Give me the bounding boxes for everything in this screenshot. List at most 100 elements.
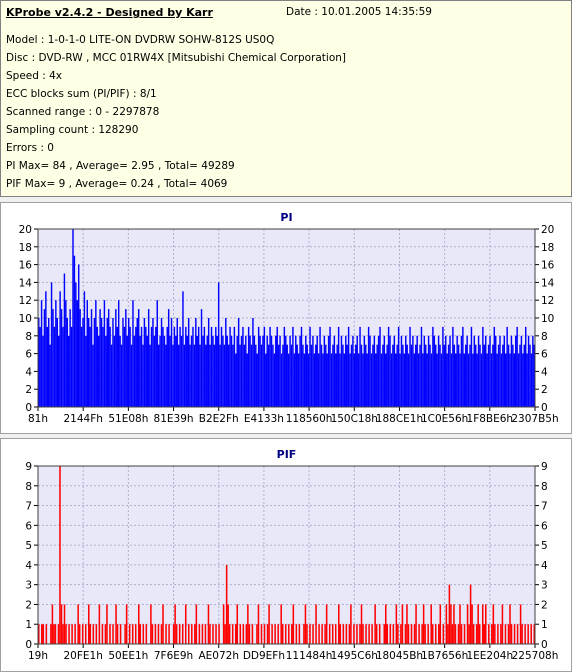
pi-bar: [153, 335, 156, 407]
pif-bar: [65, 624, 67, 644]
pif-bar: [431, 624, 434, 644]
pi-bar: [106, 318, 108, 407]
pif-bar: [519, 604, 522, 644]
pi-bar: [469, 344, 471, 407]
pi-bar: [397, 326, 400, 407]
pif-bar: [521, 624, 523, 644]
pi-bar: [126, 335, 128, 407]
pi-bar: [176, 318, 178, 407]
pi-ytick-label-left: 8: [25, 331, 32, 343]
pif-ytick-label-right: 6: [541, 520, 548, 532]
pi-bar: [480, 353, 483, 407]
pif-bar: [507, 624, 510, 644]
pi-bar: [457, 344, 460, 407]
pi-bar: [247, 326, 250, 407]
pi-bar: [330, 353, 333, 407]
pif-bar: [188, 624, 190, 644]
pif-bar: [191, 624, 193, 644]
pif-bar: [227, 604, 229, 644]
pi-bar: [240, 335, 243, 407]
pif-bar: [291, 624, 293, 644]
pi-bar: [190, 335, 193, 407]
pif-bar: [530, 624, 532, 644]
pif-ytick-label-right: 3: [541, 580, 548, 592]
pi-bar: [370, 353, 373, 407]
pi-bar: [497, 344, 500, 407]
pi-bar: [322, 353, 324, 407]
pif-bar: [218, 624, 220, 644]
pif-xtick-label: AE072h: [198, 650, 239, 662]
pi-bar: [70, 326, 73, 407]
pi-bar: [65, 300, 67, 407]
pif-bar: [481, 604, 484, 644]
pi-bar: [400, 335, 403, 407]
pi-bar: [55, 300, 57, 407]
pi-bar: [217, 282, 220, 407]
pi-bar: [237, 318, 240, 407]
pi-bar: [355, 344, 357, 407]
pi-bar: [39, 326, 41, 407]
pi-bar: [256, 353, 258, 407]
pif-bar: [442, 624, 445, 644]
pi-bar: [445, 335, 447, 407]
pif-bar: [430, 604, 432, 644]
pi-bar: [375, 353, 377, 407]
pif-bar: [236, 604, 239, 644]
pi-ytick-label-right: 20: [541, 224, 554, 236]
pi-ytick-label-right: 2: [541, 384, 548, 396]
pi-bar: [476, 353, 478, 407]
pif-bar: [422, 604, 425, 644]
pi-bar: [299, 335, 301, 407]
pi-bar: [512, 344, 514, 407]
pi-chart: PI 0 0 2 2 4 4 6 6 8 8 10 10 12 12 14 14 16 16 18 18 20 20 81h 2…: [19, 211, 559, 425]
pif-bar: [63, 604, 66, 644]
pi-bar: [140, 326, 143, 407]
pi-bar: [430, 353, 433, 407]
pif-ytick-label-right: 7: [541, 501, 548, 513]
pi-bar: [285, 335, 287, 407]
pif-ytick-label-left: 0: [25, 639, 32, 651]
pi-bar: [282, 344, 284, 407]
pif-bar: [228, 624, 231, 644]
pi-bar: [290, 344, 293, 407]
pi-bar: [269, 326, 271, 407]
pif-ytick-label-left: 1: [25, 619, 32, 631]
pif-bar: [77, 604, 79, 644]
pi-bar: [303, 353, 306, 407]
pi-bar: [515, 335, 517, 407]
pi-bar: [193, 344, 196, 407]
pi-xtick-label: 2307B5h: [511, 413, 558, 425]
pif-bar: [89, 624, 92, 644]
pi-ytick-label-left: 20: [19, 224, 32, 236]
pi-bar: [249, 335, 251, 407]
pif-bar: [78, 624, 81, 644]
pi-bar: [510, 335, 513, 407]
pi-bar: [426, 353, 428, 407]
pif-bar: [260, 624, 263, 644]
pif-ytick-label-left: 5: [25, 540, 32, 552]
pi-bar: [66, 318, 68, 407]
pi-bar: [59, 291, 61, 407]
pi-bar: [253, 335, 256, 407]
pi-bar: [172, 344, 174, 407]
pi-bar: [139, 335, 141, 407]
pi-bar: [530, 353, 533, 407]
pi-bar: [137, 309, 140, 407]
pi-bar: [472, 353, 474, 407]
pi-bar: [167, 309, 170, 407]
pif-ytick-label-left: 6: [25, 520, 32, 532]
model-line: Model : 1-0-1-0 LITE-ON DVDRW SOHW-812S …: [6, 34, 275, 46]
pif-bar: [448, 584, 451, 644]
pi-bar: [173, 326, 176, 407]
pi-bar: [526, 353, 528, 407]
pi-bar: [500, 353, 503, 407]
pif-bar: [513, 624, 516, 644]
pi-bar: [105, 335, 107, 407]
pi-bar: [149, 344, 151, 407]
pif-bar: [266, 624, 269, 644]
pi-bar: [522, 353, 524, 407]
speed-line: Speed : 4x: [6, 70, 63, 82]
pi-xtick-label: 2144Fh: [63, 413, 102, 425]
pi-bar: [516, 326, 518, 407]
pif-bar: [62, 624, 64, 644]
